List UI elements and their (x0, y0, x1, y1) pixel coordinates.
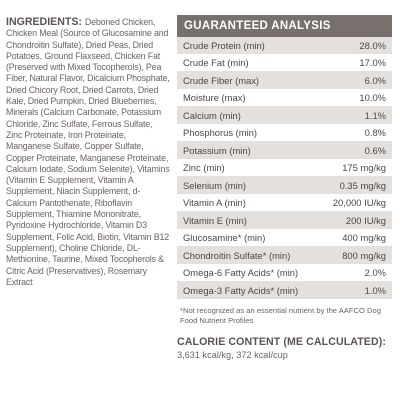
analysis-row: Potassium (min) 0.6% (177, 141, 392, 160)
nutrient-value: 28.0% (319, 37, 392, 55)
calorie-value: 3,631 kcal/kg, 372 kcal/cup (177, 349, 288, 360)
analysis-row: Omega-6 Fatty Acids* (min) 2.0% (177, 264, 392, 282)
nutrient-value: 20,000 IU/kg (319, 194, 392, 212)
analysis-row: Calcium (min) 1.1% (177, 106, 392, 125)
analysis-table: Crude Protein (min) 28.0% Crude Fat (min) 1… (177, 37, 392, 300)
analysis-row: Phosphorus (min) 0.8% (177, 124, 392, 142)
nutrient-label: Glucosamine* (min) (177, 229, 320, 247)
nutrient-label: Crude Fat (min) (177, 54, 320, 72)
nutrient-value: 2.0% (319, 264, 392, 282)
calorie-section: CALORIE CONTENT (ME CALCULATED): 3,631 k… (177, 336, 392, 360)
nutrient-value: 200 IU/kg (319, 211, 392, 230)
analysis-row: Chondroitin Sulfate* (min) 800 mg/kg (177, 246, 392, 265)
analysis-row: Glucosamine* (min) 400 mg/kg (177, 229, 392, 247)
analysis-row: Selenium (min) 0.35 mg/kg (177, 176, 392, 195)
nutrient-label: Selenium (min) (177, 176, 320, 195)
calorie-heading: CALORIE CONTENT (ME CALCULATED): (177, 335, 386, 348)
nutrient-value: 175 mg/kg (319, 159, 392, 177)
nutrient-value: 0.6% (319, 141, 392, 160)
nutrient-value: 1.1% (319, 106, 392, 125)
analysis-row: Omega-3 Fatty Acids* (min) 1.0% (177, 281, 392, 300)
analysis-row: Moisture (max) 10.0% (177, 89, 392, 107)
nutrient-label: Crude Fiber (max) (177, 71, 320, 90)
nutrient-value: 0.35 mg/kg (319, 176, 392, 195)
analysis-row: Zinc (min) 175 mg/kg (177, 159, 392, 177)
analysis-row: Crude Fat (min) 17.0% (177, 54, 392, 72)
nutrient-value: 400 mg/kg (319, 229, 392, 247)
nutrient-value: 6.0% (319, 71, 392, 90)
nutrient-value: 0.8% (319, 124, 392, 142)
analysis-row: Crude Fiber (max) 6.0% (177, 71, 392, 90)
analysis-row: Crude Protein (min) 28.0% (177, 37, 392, 55)
analysis-heading: GUARANTEED ANALYSIS (177, 15, 392, 37)
ingredients-text: Deboned Chicken, Chicken Meal (Source of… (6, 17, 170, 287)
analysis-row: Vitamin A (min) 20,000 IU/kg (177, 194, 392, 212)
nutrient-value: 17.0% (319, 54, 392, 72)
ingredients-section: INGREDIENTS: Deboned Chicken, Chicken Me… (6, 16, 170, 288)
ingredients-heading: INGREDIENTS: (6, 16, 85, 28)
nutrient-label: Omega-3 Fatty Acids* (min) (177, 281, 320, 300)
guaranteed-analysis-section: GUARANTEED ANALYSIS Crude Protein (min) 2… (177, 15, 392, 360)
nutrient-label: Zinc (min) (177, 159, 320, 177)
nutrient-label: Potassium (min) (177, 141, 320, 160)
analysis-footnote: *Not recognized as an essential nutrient… (180, 305, 381, 325)
nutrient-label: Vitamin A (min) (177, 194, 320, 212)
nutrient-value: 1.0% (319, 281, 392, 300)
nutrient-value: 800 mg/kg (319, 246, 392, 265)
nutrient-label: Calcium (min) (177, 106, 320, 125)
nutrient-label: Chondroitin Sulfate* (min) (177, 246, 320, 265)
nutrient-label: Omega-6 Fatty Acids* (min) (177, 264, 320, 282)
nutrient-label: Phosphorus (min) (177, 124, 320, 142)
nutrient-value: 10.0% (319, 89, 392, 107)
nutrient-label: Crude Protein (min) (177, 37, 320, 55)
analysis-row: Vitamin E (min) 200 IU/kg (177, 211, 392, 230)
nutrient-label: Vitamin E (min) (177, 211, 320, 230)
nutrient-label: Moisture (max) (177, 89, 320, 107)
